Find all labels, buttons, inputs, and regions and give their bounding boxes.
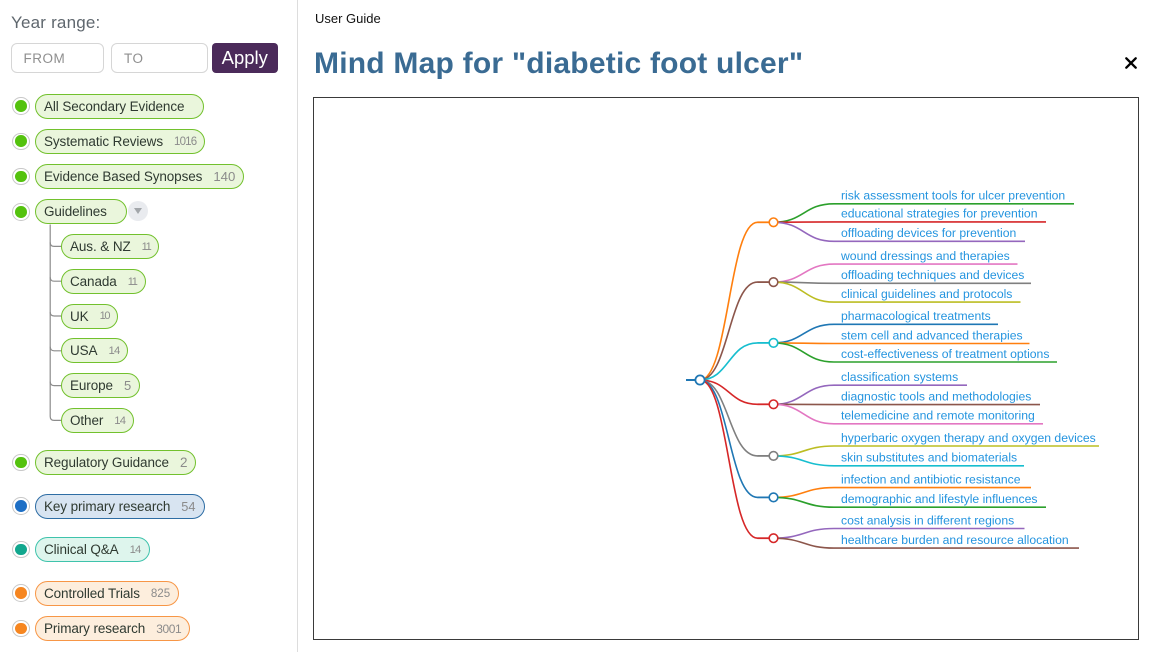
svg-text:cost-effectiveness of treatmen: cost-effectiveness of treatment options (841, 347, 1049, 361)
svg-text:offloading devices for prevent: offloading devices for prevention (841, 226, 1016, 240)
svg-text:diagnostic tools and methodolo: diagnostic tools and methodologies (841, 389, 1031, 403)
svg-text:telemedicine and remote monito: telemedicine and remote monitoring (841, 409, 1035, 423)
svg-text:classification systems: classification systems (841, 370, 958, 384)
svg-text:wound dressings and therapies: wound dressings and therapies (840, 249, 1010, 263)
svg-text:clinical guidelines and protoc: clinical guidelines and protocols (841, 287, 1012, 301)
svg-text:skin substitutes and biomateri: skin substitutes and biomaterials (841, 451, 1017, 465)
svg-text:demographic and lifestyle infl: demographic and lifestyle influences (841, 492, 1037, 506)
svg-text:offloading techniques and devi: offloading techniques and devices (841, 268, 1024, 282)
svg-text:risk assessment tools for ulce: risk assessment tools for ulcer preventi… (841, 189, 1065, 203)
svg-text:infection and antibiotic resis: infection and antibiotic resistance (841, 472, 1021, 486)
svg-text:educational strategies for pre: educational strategies for prevention (841, 207, 1037, 221)
svg-text:hyperbaric oxygen therapy and: hyperbaric oxygen therapy and oxygen dev… (841, 431, 1096, 445)
svg-text:stem cell and advanced therapi: stem cell and advanced therapies (841, 328, 1023, 342)
svg-text:pharmacological treatments: pharmacological treatments (841, 309, 991, 323)
svg-text:healthcare burden and resource: healthcare burden and resource allocatio… (841, 533, 1069, 547)
svg-text:cost analysis in different reg: cost analysis in different regions (841, 513, 1014, 527)
